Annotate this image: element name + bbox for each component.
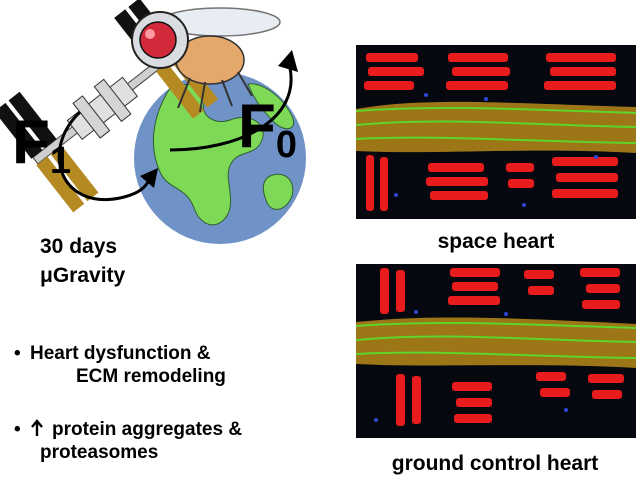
f1-arrow	[57, 110, 152, 202]
f1-arrowhead-icon	[140, 168, 158, 188]
bullet-icon: •	[14, 343, 21, 364]
flight-duration: 30 days μGravity	[40, 232, 125, 290]
up-arrow-icon	[31, 419, 43, 436]
earth-icon	[134, 72, 306, 244]
f0-arrowhead-icon	[278, 50, 298, 72]
generation-f1-label: F1	[12, 108, 72, 182]
duration-days: 30 days	[40, 235, 118, 258]
duration-gravity: μGravity	[40, 264, 126, 287]
ground-control-heart-image	[356, 264, 636, 438]
finding-item: • Heart dysfunction & ECM remodeling	[14, 343, 226, 387]
space-heart-caption: space heart	[437, 230, 555, 253]
generation-f0-label: F0	[238, 92, 298, 166]
fly-astronaut-icon	[131, 7, 281, 113]
f0-arrow	[169, 67, 293, 152]
spaceflight-illustration	[0, 0, 306, 244]
space-heart-image	[356, 45, 636, 219]
ground-control-heart-caption: ground control heart	[391, 452, 599, 475]
finding-item: • protein aggregates & proteasomes	[14, 419, 243, 463]
bullet-icon: •	[14, 419, 21, 440]
